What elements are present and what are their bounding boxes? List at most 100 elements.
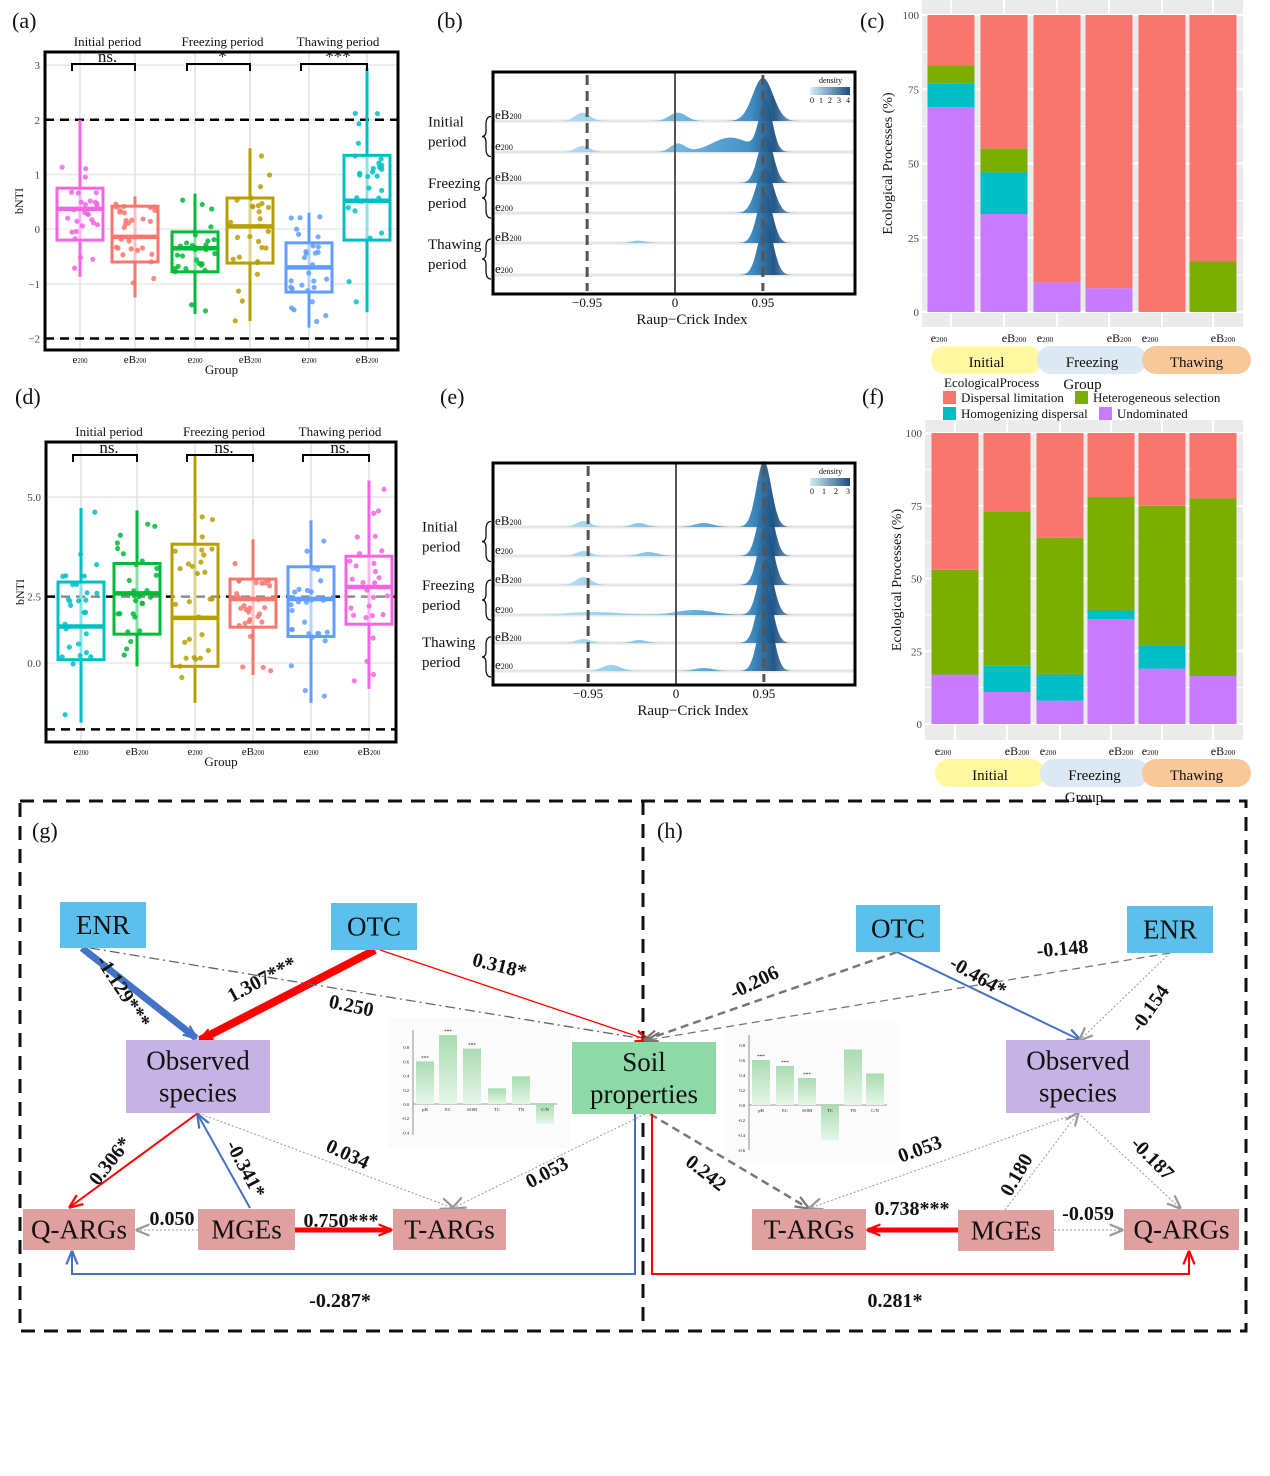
path-arrow [896,951,1080,1040]
path-coefficient: -0.059 [1062,1203,1114,1225]
box-2 [170,193,220,314]
category-main: e [1040,744,1045,758]
category-main: eB [495,169,510,184]
path-coefficient: 0.750*** [304,1210,379,1232]
y-tick-label: 1 [35,169,41,181]
plot-frame [491,461,857,687]
node-label-otc: OTC [347,912,401,942]
node-box-soil [572,1042,716,1114]
data-point [202,569,208,575]
category-subscript: 200 [501,547,513,556]
panel-label-d: (d) [15,384,41,409]
category-label: eB200 [358,746,381,758]
stacked-bar-panel-c: e200 eB200 e200 eB200 e200 eB2000255075100Ini… [881,0,1251,393]
data-point [172,601,179,607]
period-label-line: period [422,655,461,671]
data-point [371,510,377,516]
category-label: eB200 [242,746,265,758]
y-axis-title: bNTI [12,188,26,214]
data-point [302,619,308,625]
data-point [75,641,82,647]
y-tick-label: 0.0 [27,658,41,670]
category-subscript: 200 [509,518,521,527]
inset-category-label: TC [494,1107,500,1112]
significance-bracket [71,63,136,71]
category-label: e200 [931,331,948,345]
soil-properties-inset-chart: -0.4 -0.2 0.0 0.2 0.4 0.6 0.8 pH *** EC *** SOM *** T… [388,1018,570,1148]
legend-swatch [1075,391,1088,404]
data-point [322,638,328,644]
inset-significance: *** [421,1056,429,1061]
node-label-mge: MGEs [211,1215,282,1245]
category-subscript: 200 [77,358,88,365]
data-point [369,169,376,175]
category-main: eB [495,229,510,244]
box-0 [56,508,106,723]
density-legend-tick: 1 [819,96,823,105]
data-point [209,206,215,212]
soil-properties-inset-chart: -0.6 -0.4 -0.2 0.0 0.2 0.4 0.6 0.8 pH *** EC *** SOM… [724,1023,900,1163]
category-main: eB [1005,744,1018,758]
data-point [309,634,316,640]
data-point [379,548,385,554]
inset-significance: *** [803,1073,811,1078]
data-point [232,561,238,567]
significance-label: ns. [99,438,118,457]
data-point [65,215,71,221]
node-box-enr [1127,906,1213,953]
bar-segment-homogenizing-dispersal [983,665,1031,692]
data-point [347,558,353,564]
data-point [198,559,204,565]
y-tick-label: 25 [908,233,920,245]
data-point [191,655,197,661]
category-main: eB [239,354,251,366]
category-label: e200 [495,199,513,214]
x-axis-title: Group [205,362,238,377]
data-point [348,605,354,611]
category-label: e200 [495,261,513,276]
data-point [192,232,198,238]
legend-title: EcologicalProcess [944,375,1039,390]
category-subscript: 200 [136,358,147,365]
data-point [309,299,315,305]
data-point [77,652,83,659]
node-box-targ [752,1209,866,1250]
data-point [177,243,184,249]
data-point [268,668,274,674]
data-point [67,598,73,604]
data-point [236,623,242,629]
category-subscript: 200 [501,606,513,615]
data-point [247,233,253,240]
bar-segment-dispersal-limitation [931,433,979,570]
category-main: eB [356,354,368,366]
data-point [364,658,370,664]
data-point [128,246,134,252]
category-main: e [187,746,192,758]
bar-segment-undominated [1189,675,1237,724]
node-box-obs [126,1040,270,1113]
data-point [354,195,360,201]
data-point [315,234,321,240]
data-point [249,203,256,209]
data-point [370,671,377,678]
inset-significance: *** [757,1055,765,1060]
x-tick-label: 0 [672,295,679,310]
data-point [75,190,81,196]
bar-segment-heterogeneous-selection [1087,497,1135,611]
node-label-line: Soil [622,1047,666,1077]
inset-category-label: EC [445,1107,451,1112]
category-subscript: 200 [1147,335,1158,344]
data-point [131,588,137,594]
group-band [931,346,1042,374]
data-point [199,632,205,638]
period-label-line: Initial [422,520,458,536]
data-point [321,693,328,699]
data-point [133,562,139,568]
path-arrow [198,1115,251,1209]
data-point [73,228,79,235]
panel-label-a: (a) [12,8,36,33]
data-point [154,565,160,571]
data-point [241,603,247,609]
data-point [134,247,141,253]
